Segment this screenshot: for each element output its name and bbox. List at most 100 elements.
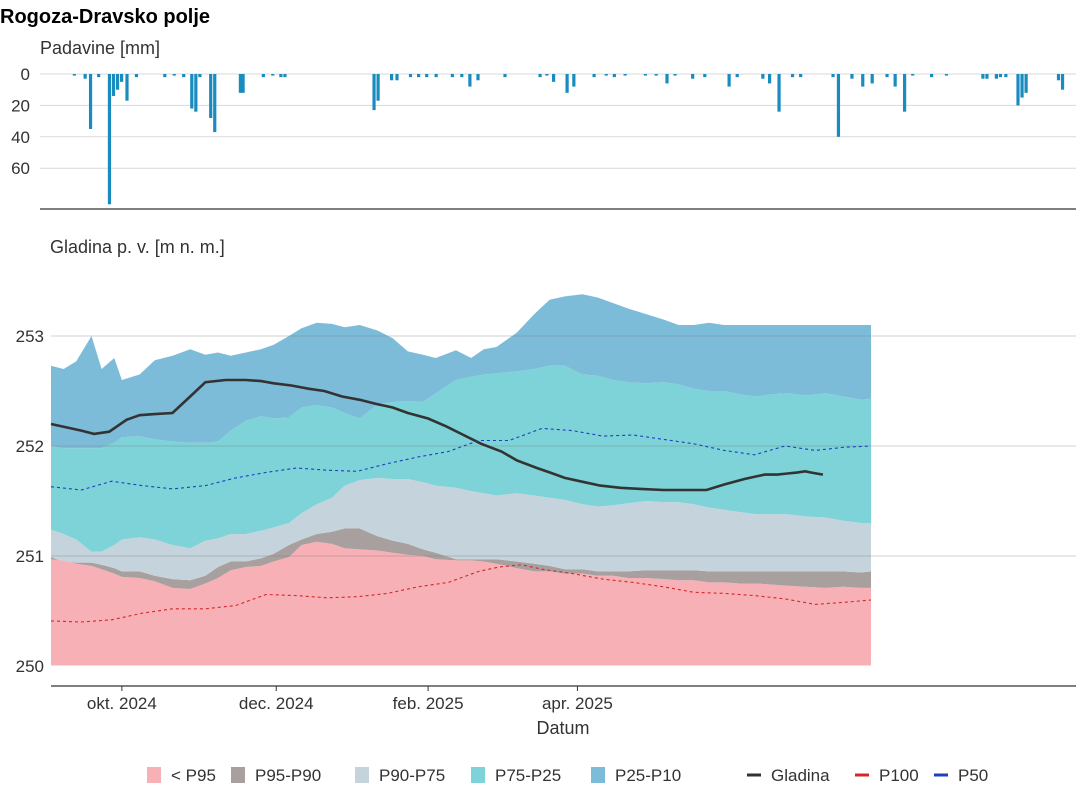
level-y-tick-label: 252 bbox=[16, 437, 44, 456]
precip-bar bbox=[761, 74, 765, 79]
precip-bar bbox=[468, 74, 472, 87]
precip-bar bbox=[545, 74, 549, 76]
precip-bar bbox=[994, 74, 998, 79]
precip-bar bbox=[552, 74, 556, 82]
precip-bar bbox=[107, 74, 112, 205]
precip-y-tick-label: 40 bbox=[11, 128, 30, 147]
x-tick-label: okt. 2024 bbox=[87, 694, 157, 713]
precip-y-tick-label: 0 bbox=[21, 65, 30, 84]
precip-bar bbox=[408, 74, 413, 78]
precip-bar bbox=[592, 74, 596, 78]
precip-bar bbox=[981, 74, 985, 79]
band-p25-p10 bbox=[51, 294, 871, 449]
legend-label: < P95 bbox=[171, 766, 216, 785]
legend-swatch bbox=[147, 767, 161, 783]
precip-bar bbox=[97, 74, 101, 78]
legend: < P95 P95-P90 P90-P75 P75-P25 P25-P10 Gladina… bbox=[147, 766, 988, 785]
precip-bar bbox=[476, 74, 480, 81]
precip-bar bbox=[777, 74, 781, 112]
legend-label: P100 bbox=[879, 766, 919, 785]
precip-bar bbox=[612, 74, 616, 78]
precip-bar bbox=[213, 74, 217, 133]
precip-bar bbox=[850, 74, 854, 79]
level-y-tick-label: 250 bbox=[16, 657, 44, 676]
legend-label: P95-P90 bbox=[255, 766, 321, 785]
series-line-p50 bbox=[50, 427, 872, 491]
band-p95-p90 bbox=[51, 528, 871, 589]
precip-bar bbox=[885, 74, 889, 78]
precip-bar bbox=[125, 74, 129, 101]
precip-bar bbox=[604, 74, 608, 76]
level-axis-title: Gladina p. v. [m n. m.] bbox=[50, 237, 225, 257]
precip-bar bbox=[799, 74, 803, 78]
precip-bar bbox=[417, 74, 421, 78]
chart-title: Rogoza-Dravsko polje bbox=[0, 6, 210, 28]
legend-swatch bbox=[231, 767, 245, 783]
precip-bar bbox=[654, 74, 658, 76]
precip-bar bbox=[703, 74, 707, 78]
precip-bar bbox=[673, 74, 677, 76]
precip-bar bbox=[911, 74, 915, 76]
precip-bar bbox=[390, 74, 394, 81]
precip-bar bbox=[836, 74, 841, 137]
x-tick-label: dec. 2024 bbox=[239, 694, 314, 713]
precip-bar bbox=[1056, 74, 1061, 81]
precip-bar bbox=[790, 74, 795, 78]
precip-bar bbox=[425, 74, 429, 78]
legend-label: P50 bbox=[958, 766, 988, 785]
precip-bar bbox=[115, 74, 120, 90]
legend-label: P25-P10 bbox=[615, 766, 681, 785]
precip-bar bbox=[727, 74, 731, 87]
precip-bar bbox=[190, 74, 194, 109]
precip-bar bbox=[198, 74, 202, 78]
band-p90-p75 bbox=[51, 477, 871, 581]
x-tick-label: apr. 2025 bbox=[542, 694, 613, 713]
precip-bar bbox=[985, 74, 989, 79]
precip-bar bbox=[376, 74, 380, 101]
groundwater-level-panel: Gladina p. v. [m n. m.] Datum 250 251 252 2… bbox=[16, 237, 1076, 738]
precip-bar bbox=[944, 74, 949, 76]
x-tick-label: feb. 2025 bbox=[393, 694, 464, 713]
precip-bar bbox=[182, 74, 186, 78]
precip-bar bbox=[238, 74, 242, 93]
precip-bar bbox=[1060, 74, 1065, 90]
precip-bar bbox=[665, 74, 669, 84]
precip-bar bbox=[903, 74, 907, 112]
precip-bar bbox=[1016, 74, 1020, 106]
precip-bar bbox=[768, 74, 772, 84]
precip-y-tick-label: 60 bbox=[11, 159, 30, 178]
precip-bar bbox=[283, 74, 287, 78]
precip-bar bbox=[735, 74, 739, 78]
precip-bar bbox=[450, 74, 454, 78]
precip-bar bbox=[261, 74, 265, 78]
precip-axis-title: Padavine [mm] bbox=[40, 38, 160, 58]
precip-bar bbox=[893, 74, 897, 87]
precip-bar bbox=[572, 74, 576, 87]
precip-bar bbox=[565, 74, 569, 93]
legend-swatch bbox=[355, 767, 369, 783]
level-y-tick-label: 253 bbox=[16, 327, 44, 346]
precip-bar bbox=[120, 74, 124, 82]
level-y-tick-label: 251 bbox=[16, 547, 44, 566]
precip-bar bbox=[194, 74, 198, 112]
precip-bar bbox=[538, 74, 542, 78]
precip-bar bbox=[434, 74, 438, 78]
precip-bar bbox=[998, 74, 1003, 78]
legend-label: P90-P75 bbox=[379, 766, 445, 785]
precip-bar bbox=[831, 74, 835, 78]
precip-bar bbox=[861, 74, 865, 87]
precip-bar bbox=[460, 74, 464, 78]
precip-bar bbox=[111, 74, 116, 96]
precip-bar bbox=[643, 74, 647, 76]
precip-bar bbox=[72, 74, 76, 76]
precip-bar bbox=[172, 74, 176, 76]
precip-bar bbox=[1020, 74, 1024, 98]
precip-bar bbox=[503, 74, 507, 78]
precip-bar bbox=[241, 74, 245, 93]
precip-bar bbox=[271, 74, 275, 76]
legend-label: P75-P25 bbox=[495, 766, 561, 785]
precip-bar bbox=[279, 74, 283, 78]
precip-bar bbox=[1024, 74, 1028, 93]
